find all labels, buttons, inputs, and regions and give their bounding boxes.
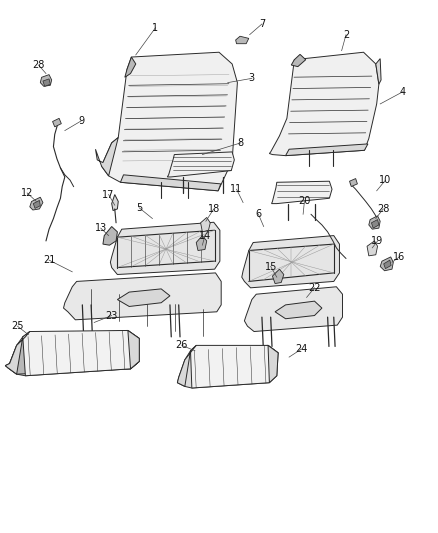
Text: 28: 28	[32, 60, 45, 70]
Text: 9: 9	[78, 116, 84, 126]
Polygon shape	[291, 54, 306, 67]
Text: 23: 23	[106, 311, 118, 320]
Polygon shape	[350, 179, 357, 187]
Text: 17: 17	[102, 190, 115, 199]
Polygon shape	[53, 118, 61, 127]
Polygon shape	[5, 330, 139, 376]
Polygon shape	[244, 287, 343, 332]
Text: 25: 25	[11, 321, 24, 331]
Polygon shape	[167, 152, 234, 177]
Polygon shape	[177, 345, 278, 388]
Polygon shape	[95, 138, 118, 176]
Polygon shape	[40, 75, 52, 86]
Text: 16: 16	[393, 252, 406, 262]
Text: 22: 22	[308, 283, 321, 293]
Polygon shape	[102, 52, 237, 191]
Polygon shape	[196, 236, 207, 251]
Text: 24: 24	[295, 344, 307, 354]
Text: 8: 8	[238, 138, 244, 148]
Text: 5: 5	[136, 203, 142, 213]
Text: 3: 3	[249, 74, 255, 83]
Text: 10: 10	[379, 175, 392, 185]
Text: 15: 15	[265, 262, 277, 271]
Polygon shape	[272, 269, 284, 284]
Polygon shape	[8, 337, 139, 374]
Polygon shape	[380, 257, 393, 271]
Polygon shape	[43, 79, 50, 86]
Polygon shape	[177, 345, 196, 386]
Polygon shape	[112, 195, 118, 211]
Text: 19: 19	[371, 236, 384, 246]
Polygon shape	[369, 216, 380, 229]
Text: 12: 12	[21, 188, 33, 198]
Text: 21: 21	[43, 255, 55, 265]
Text: 18: 18	[208, 204, 220, 214]
Polygon shape	[272, 181, 332, 204]
Text: 6: 6	[255, 209, 261, 219]
Polygon shape	[286, 144, 368, 156]
Polygon shape	[5, 332, 30, 374]
Text: 2: 2	[343, 30, 349, 39]
Polygon shape	[120, 175, 221, 191]
Polygon shape	[33, 200, 40, 208]
Polygon shape	[236, 36, 249, 44]
Polygon shape	[242, 236, 339, 288]
Polygon shape	[367, 241, 378, 256]
Text: 28: 28	[377, 204, 389, 214]
Polygon shape	[125, 57, 136, 77]
Polygon shape	[30, 197, 43, 210]
Text: 1: 1	[152, 23, 159, 33]
Polygon shape	[64, 273, 221, 320]
Text: 13: 13	[95, 223, 107, 233]
Polygon shape	[191, 345, 278, 388]
Polygon shape	[371, 220, 379, 228]
Polygon shape	[128, 330, 139, 369]
Polygon shape	[103, 227, 117, 245]
Polygon shape	[117, 289, 170, 306]
Polygon shape	[268, 345, 278, 383]
Polygon shape	[23, 330, 139, 376]
Polygon shape	[376, 59, 381, 84]
Text: 11: 11	[230, 184, 243, 194]
Polygon shape	[201, 217, 210, 232]
Text: 20: 20	[298, 197, 311, 206]
Polygon shape	[269, 52, 379, 156]
Text: 26: 26	[176, 341, 188, 350]
Text: 14: 14	[199, 231, 211, 240]
Polygon shape	[384, 260, 391, 269]
Polygon shape	[275, 301, 322, 319]
Text: 4: 4	[400, 87, 406, 96]
Polygon shape	[110, 222, 220, 274]
Text: 7: 7	[259, 19, 265, 29]
